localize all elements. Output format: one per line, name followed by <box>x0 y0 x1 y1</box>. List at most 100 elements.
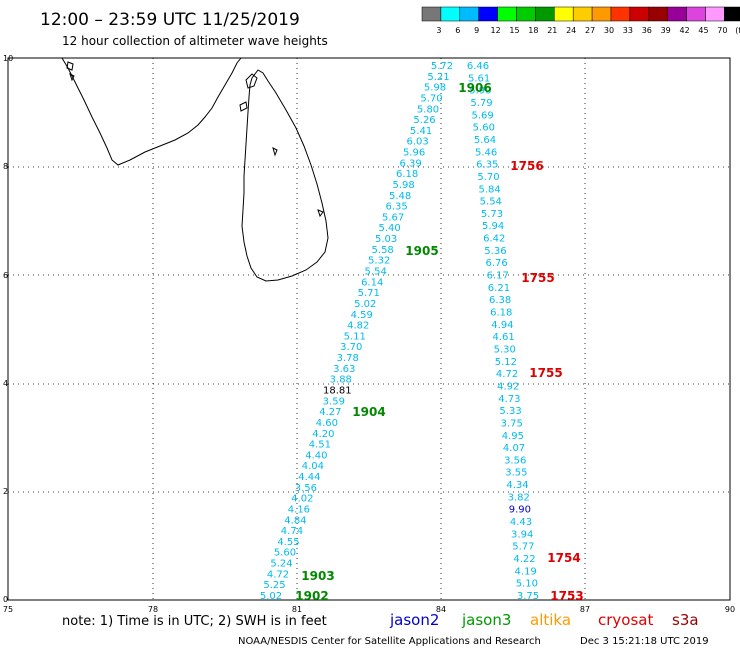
legend-swatch <box>667 6 687 22</box>
wave-height-value: 5.70 <box>420 93 442 104</box>
legend-swatch <box>459 6 479 22</box>
wave-height-value: 4.44 <box>298 472 320 483</box>
pass-time-label: 1754 <box>547 551 580 565</box>
wave-height-value: 6.39 <box>399 158 421 169</box>
legend-label: 27 <box>585 26 595 35</box>
wave-height-value: 5.96 <box>403 148 425 159</box>
longitude-label: 90 <box>725 605 735 614</box>
wave-height-value: 5.54 <box>365 267 387 278</box>
legend-label: 39 <box>661 26 671 35</box>
legend-label: 70 <box>717 26 727 35</box>
wave-height-value: 4.22 <box>513 554 535 565</box>
wave-height-value: 5.03 <box>375 234 397 245</box>
wave-height-value: 5.25 <box>263 580 285 591</box>
swh-track-east: 6.465.61 5.905.795.69 5.605.645.46 6.355.70… <box>467 61 539 602</box>
longitude-ticks: 75 78 81 84 87 90 <box>3 605 735 614</box>
sri-lanka-coastline <box>241 69 329 282</box>
legend-label: 45 <box>698 26 708 35</box>
wave-height-value: 4.51 <box>309 440 331 451</box>
wave-height-value: 5.60 <box>274 548 296 559</box>
latitude-label: 8 <box>3 162 8 171</box>
legend-swatch <box>610 6 631 22</box>
wave-height-value: 5.54 <box>480 197 502 208</box>
satellite-name: s3a <box>672 611 699 629</box>
wave-height-value: 5.26 <box>413 115 435 126</box>
footer-note: note: 1) Time is in UTC; 2) SWH is in fe… <box>62 614 327 629</box>
wave-height-value: 4.02 <box>291 494 313 505</box>
legend-swatch <box>686 6 706 22</box>
wave-height-value: 5.90 <box>469 86 491 97</box>
wave-height-value: 4.60 <box>316 418 338 429</box>
wave-height-value: 3.75 <box>517 591 539 602</box>
legend-swatch <box>440 6 461 22</box>
wave-height-value: 6.35 <box>476 160 498 171</box>
longitude-label: 78 <box>148 605 158 614</box>
legend-swatch <box>724 6 740 22</box>
wave-height-value: 3.78 <box>337 353 359 364</box>
timestamp-text: Dec 3 15:21:18 UTC 2019 <box>580 636 709 647</box>
wave-height-value: 5.70 <box>477 172 499 183</box>
wave-height-value: 3.82 <box>508 492 530 503</box>
island-north-1 <box>66 61 74 71</box>
pass-time-label: 1902 <box>295 589 328 603</box>
wave-height-value: 5.98 <box>424 83 446 94</box>
wave-height-value: 6.03 <box>406 137 428 148</box>
legend-swatch <box>554 6 574 22</box>
satellite-legend: jason2 jason3 altika cryosat s3a <box>389 611 699 629</box>
wave-height-value: 5.69 <box>472 110 494 121</box>
wave-height-value: 3.94 <box>511 529 533 540</box>
wave-height-value: 4.16 <box>288 504 310 515</box>
wave-height-value: 6.14 <box>361 277 383 288</box>
wave-height-value: 4.55 <box>277 537 299 548</box>
map-title: 12:00 – 23:59 UTC 11/25/2019 <box>40 10 300 30</box>
wave-height-value: 4.74 <box>281 526 303 537</box>
wave-height-value: 5.40 <box>379 223 401 234</box>
wave-height-value: 3.63 <box>333 364 355 375</box>
swh-track-west: 5.725.215.985.705.805.265.416.035.966.39… <box>260 61 453 602</box>
wave-height-value: 6.21 <box>488 283 510 294</box>
legend-swatch <box>497 6 517 22</box>
legend-swatch <box>591 6 612 22</box>
satellite-name: jason3 <box>461 611 511 629</box>
pass-time-label: 1903 <box>301 569 334 583</box>
wave-height-value: 5.02 <box>260 591 282 602</box>
wave-height-value: 5.67 <box>382 212 404 223</box>
wave-height-value: 4.72 <box>267 569 289 580</box>
latitude-label: 4 <box>3 379 8 388</box>
wave-height-value: 5.41 <box>410 126 432 137</box>
legend-label: 15 <box>509 26 519 35</box>
wave-height-value: 6.46 <box>467 61 489 72</box>
wave-height-value: 4.19 <box>515 566 537 577</box>
wave-height-value: 5.58 <box>372 245 394 256</box>
coastline <box>61 57 329 282</box>
island-north-2 <box>69 73 75 82</box>
wave-height-value: 4.94 <box>491 320 513 331</box>
wave-height-value: 6.35 <box>385 202 407 213</box>
coast-islet-2 <box>317 209 324 218</box>
wave-height-value: 3.59 <box>323 396 345 407</box>
wave-height-value: 4.95 <box>502 431 524 442</box>
latitude-label: 6 <box>3 271 8 280</box>
latitude-label: 0 <box>3 595 8 604</box>
longitude-label: 87 <box>580 605 590 614</box>
wave-height-value: 4.40 <box>305 450 327 461</box>
wave-height-value: 5.33 <box>499 406 521 417</box>
wave-height-value: 6.42 <box>483 234 505 245</box>
wave-height-value: 5.72 <box>431 61 453 72</box>
pass-time-label: 1906 <box>458 81 491 95</box>
wave-height-value: 4.27 <box>319 407 341 418</box>
wave-height-value: 5.61 <box>468 73 490 84</box>
legend-label: 18 <box>528 26 538 35</box>
wave-height-value: 4.20 <box>312 429 334 440</box>
wave-height-value: 5.32 <box>368 256 390 267</box>
wave-height-value: 5.02 <box>354 299 376 310</box>
legend-label: (ft) <box>735 26 740 35</box>
wave-height-value: 3.75 <box>501 418 523 429</box>
wave-height-value: 6.18 <box>396 169 418 180</box>
credit-text: NOAA/NESDIS Center for Satellite Applica… <box>238 636 541 647</box>
wave-height-value: 3.88 <box>330 375 352 386</box>
coast-islet-1 <box>272 147 278 157</box>
wave-height-value: 5.71 <box>358 288 380 299</box>
